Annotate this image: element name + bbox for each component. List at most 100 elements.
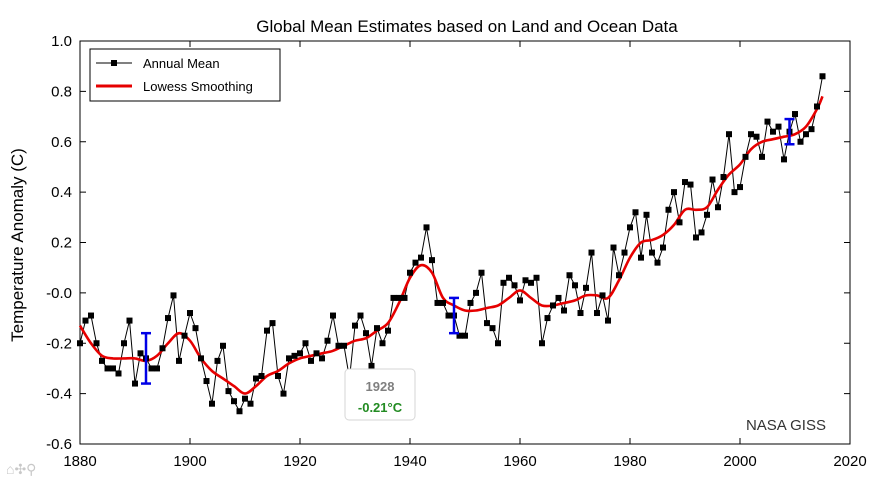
annual-mean-point — [775, 123, 782, 130]
annual-mean-point — [698, 229, 705, 236]
annual-mean-point — [803, 131, 809, 138]
annual-mean-point — [253, 375, 259, 382]
annual-mean-point — [594, 310, 600, 317]
toolbar-icons[interactable]: ⌂✣⚲ — [6, 461, 37, 477]
annual-mean-point — [605, 317, 611, 324]
annual-mean-point — [77, 340, 83, 347]
x-tick-label: 2020 — [833, 453, 866, 470]
tooltip: 1928 -0.21°C — [344, 368, 416, 421]
annual-mean-point — [643, 211, 650, 218]
annual-mean-point — [170, 292, 177, 299]
annual-mean-point — [687, 181, 694, 188]
annual-mean-point — [225, 388, 232, 395]
annual-mean-point — [467, 299, 474, 306]
annual-mean-point — [726, 131, 732, 138]
annual-mean-line — [79, 76, 823, 413]
annual-mean-point — [577, 310, 584, 317]
error-bars — [141, 117, 795, 385]
annual-mean-point — [209, 400, 215, 407]
annual-mean-point — [231, 398, 237, 405]
annual-mean-point — [528, 279, 534, 286]
y-tick-label: 0.2 — [51, 235, 72, 252]
annual-mean-point — [390, 294, 397, 301]
annual-mean-point — [258, 372, 265, 379]
annual-mean-point — [93, 340, 100, 347]
annual-mean-point — [396, 294, 402, 301]
x-tick-label: 2000 — [723, 453, 756, 470]
annual-mean-point — [192, 325, 199, 332]
legend: Annual Mean Lowess Smoothing — [89, 48, 281, 102]
x-tick-label: 1900 — [173, 453, 206, 470]
annual-mean-point — [176, 357, 182, 364]
annual-mean-point — [566, 272, 573, 279]
annual-mean-point — [423, 224, 430, 231]
annual-mean-point — [280, 390, 287, 397]
annual-mean-point — [561, 307, 567, 314]
y-tick-label: -0.6 — [46, 436, 72, 453]
annual-mean-point — [291, 352, 298, 359]
annual-mean-point — [401, 294, 408, 301]
annual-mean-point — [297, 350, 303, 357]
nasa-giss-credit: NASA GISS — [746, 417, 826, 434]
annual-mean-point — [198, 355, 204, 362]
annual-mean-point — [660, 244, 666, 251]
annual-mean-point — [456, 332, 463, 339]
annual-mean-point — [412, 259, 419, 266]
annual-mean-point — [506, 274, 512, 281]
x-tick-label: 1960 — [503, 453, 536, 470]
annual-mean-point — [110, 365, 116, 372]
annual-mean-point — [649, 249, 655, 256]
y-tick-label: -0.4 — [46, 386, 72, 403]
annual-mean-point — [313, 350, 320, 357]
annual-mean-point — [308, 357, 314, 364]
annual-mean-point — [352, 322, 358, 329]
annual-mean-point — [445, 312, 452, 319]
annual-mean-point — [544, 315, 551, 322]
annual-mean-point — [159, 345, 166, 352]
annual-mean-point — [808, 126, 815, 133]
annual-mean-point — [759, 153, 765, 160]
annual-mean-point — [165, 315, 171, 322]
annual-mean-point — [693, 234, 699, 241]
x-tick-label: 1920 — [283, 453, 316, 470]
annual-mean-point — [335, 342, 342, 349]
annual-mean-point — [599, 292, 606, 299]
annual-mean-point — [627, 224, 633, 231]
tooltip-value: -0.21°C — [358, 400, 403, 415]
annual-mean-point — [638, 254, 644, 261]
annual-mean-point — [126, 317, 133, 324]
annual-mean-point — [583, 284, 589, 291]
annual-mean-point — [792, 111, 798, 118]
y-tick-label: 1.0 — [51, 33, 72, 50]
legend-lowess-label: Lowess Smoothing — [143, 79, 253, 94]
series-layer — [77, 73, 826, 415]
annual-mean-point — [324, 337, 331, 344]
annual-mean-point — [385, 327, 391, 334]
annual-mean-point — [132, 380, 138, 387]
annual-mean-point — [500, 279, 507, 286]
annual-mean-point — [478, 269, 485, 276]
y-tick-label: 0.8 — [51, 83, 72, 100]
annual-mean-point — [115, 370, 122, 377]
annual-mean-point — [489, 325, 496, 332]
annual-mean-point — [220, 342, 226, 349]
y-axis-label: Temperature Anomaly (C) — [8, 148, 27, 342]
annual-mean-point — [286, 355, 292, 362]
annual-mean-point — [341, 342, 347, 349]
annual-mean-point — [137, 350, 144, 357]
annual-mean-point — [363, 330, 369, 337]
annual-mean-point — [154, 365, 160, 372]
annual-mean-point — [704, 211, 710, 218]
annual-mean-point — [269, 320, 276, 327]
annual-mean-point — [330, 312, 336, 319]
x-tick-label: 1980 — [613, 453, 646, 470]
plot-toolbar: ⌂✣⚲ — [6, 461, 36, 478]
y-tick-label: 0.4 — [51, 184, 72, 201]
annual-mean-point — [319, 355, 325, 362]
chart-title: Global Mean Estimates based on Land and … — [256, 17, 678, 36]
annual-mean-point — [555, 294, 562, 301]
y-tick-label: -0.2 — [46, 335, 72, 352]
annual-mean-point — [748, 131, 754, 138]
annual-mean-point — [214, 357, 221, 364]
